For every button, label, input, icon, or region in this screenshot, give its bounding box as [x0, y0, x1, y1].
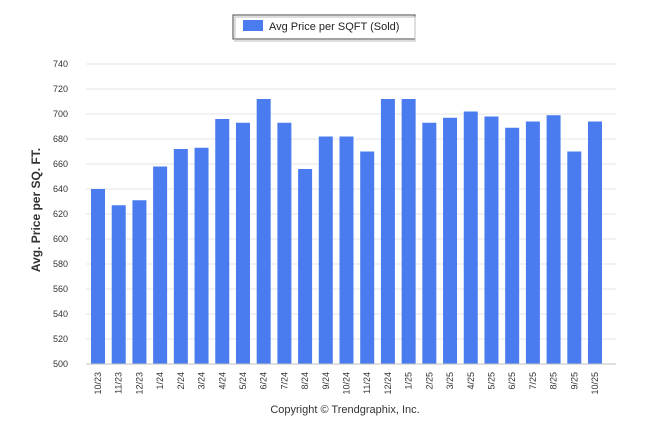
bar[interactable] [173, 149, 188, 364]
copyright-text: Copyright © Trendgraphix, Inc. [270, 404, 419, 416]
x-tick-label: 11/23 [114, 372, 124, 394]
bars [91, 99, 602, 364]
x-tick-label: 5/25 [486, 372, 496, 390]
x-axis-ticks: 10/23 11/23 12/23 1/24 2/24 3/24 4/24 5/24 6/24 7… [93, 372, 600, 395]
bar[interactable] [298, 169, 313, 364]
x-tick-label: 8/24 [300, 372, 310, 390]
x-tick-label: 7/25 [528, 372, 538, 390]
x-tick-label: 11/24 [362, 372, 372, 394]
bar[interactable] [277, 122, 292, 364]
y-tick-label: 620 [53, 209, 68, 219]
legend-shadow [234, 16, 416, 42]
y-tick-label: 580 [53, 259, 68, 269]
bar[interactable] [132, 200, 147, 364]
bar[interactable] [505, 127, 520, 364]
bar[interactable] [256, 99, 271, 364]
bar[interactable] [318, 136, 333, 365]
y-tick-label: 720 [53, 84, 68, 94]
y-axis-label: Avg. Price per SQ. FT. [29, 148, 43, 272]
legend-label: Avg Price per SQFT (Sold) [269, 21, 399, 33]
x-tick-label: 5/24 [238, 372, 248, 390]
x-tick-label: 2/24 [176, 372, 186, 390]
legend-box [232, 14, 416, 40]
x-tick-label: 6/24 [259, 372, 269, 390]
bar[interactable] [525, 121, 540, 365]
x-tick-label: 4/24 [217, 372, 227, 390]
bar[interactable] [215, 119, 230, 364]
y-tick-label: 540 [53, 309, 68, 319]
x-tick-label: 1/24 [155, 372, 165, 390]
x-tick-label: 1/25 [404, 372, 414, 390]
x-tick-label: 6/25 [507, 372, 517, 390]
bar[interactable] [546, 115, 561, 364]
x-tick-label: 3/24 [197, 372, 207, 390]
y-tick-label: 680 [53, 134, 68, 144]
bar[interactable] [339, 136, 354, 365]
bar[interactable] [588, 121, 602, 365]
bar[interactable] [401, 99, 416, 364]
x-tick-label: 12/24 [383, 372, 393, 395]
x-tick-label: 2/25 [424, 372, 434, 390]
bar[interactable] [91, 189, 105, 364]
y-tick-label: 600 [53, 234, 68, 244]
x-tick-label: 12/23 [134, 372, 144, 395]
bar[interactable] [194, 147, 209, 364]
x-tick-label: 10/23 [93, 372, 103, 395]
bar[interactable] [422, 122, 437, 364]
bar[interactable] [567, 151, 582, 365]
x-tick-label: 9/25 [569, 372, 579, 390]
bar[interactable] [484, 116, 499, 365]
legend[interactable]: Avg Price per SQFT (Sold) [232, 14, 416, 42]
x-tick-label: 7/24 [279, 372, 289, 390]
bar[interactable] [443, 117, 458, 364]
y-tick-label: 700 [53, 109, 68, 119]
y-tick-label: 560 [53, 284, 68, 294]
bar[interactable] [380, 99, 395, 364]
bar[interactable] [360, 151, 375, 365]
y-tick-label: 520 [53, 334, 68, 344]
y-tick-label: 740 [53, 59, 68, 69]
x-tick-label: 3/25 [445, 372, 455, 390]
x-tick-label: 4/25 [466, 372, 476, 390]
x-tick-label: 9/24 [321, 372, 331, 390]
legend-swatch [243, 20, 263, 31]
x-tick-label: 8/25 [549, 372, 559, 390]
x-tick-label: 10/24 [342, 372, 352, 395]
y-tick-label: 660 [53, 159, 68, 169]
y-axis-ticks: 500 520 540 560 580 600 620 640 660 680 700 720 740 [53, 59, 68, 369]
bar[interactable] [111, 205, 126, 364]
x-tick-label: 10/25 [590, 372, 600, 395]
y-tick-label: 500 [53, 359, 68, 369]
bar[interactable] [235, 122, 250, 364]
y-tick-label: 640 [53, 184, 68, 194]
bar[interactable] [463, 111, 478, 365]
bar[interactable] [153, 166, 168, 365]
